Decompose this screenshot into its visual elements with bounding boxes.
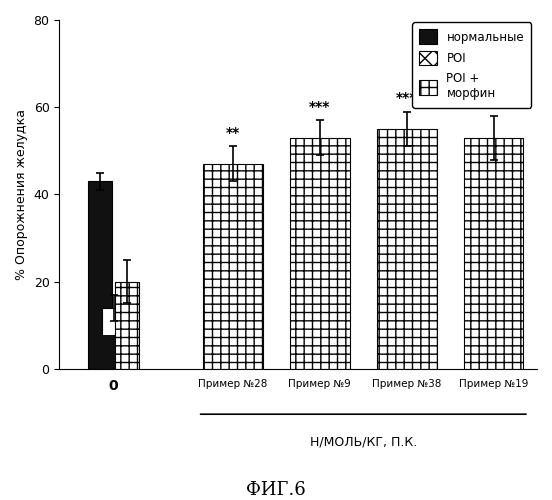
Text: ***: *** xyxy=(483,96,505,110)
Text: Н/МОЛЬ/КГ, П.К.: Н/МОЛЬ/КГ, П.К. xyxy=(310,435,417,448)
Bar xyxy=(290,138,350,369)
Bar xyxy=(203,164,263,369)
Legend: нормальные, POI, POI +
морфин: нормальные, POI, POI + морфин xyxy=(412,22,531,107)
Text: ***: *** xyxy=(396,91,417,105)
Bar xyxy=(102,336,125,369)
Y-axis label: % Опорожнения желудка: % Опорожнения желудка xyxy=(15,109,28,280)
Bar xyxy=(115,282,139,369)
Bar xyxy=(102,308,125,369)
Bar xyxy=(464,138,523,369)
Bar xyxy=(377,129,437,369)
Text: ***: *** xyxy=(309,100,331,114)
Text: ФИГ.6: ФИГ.6 xyxy=(246,481,306,499)
Bar xyxy=(88,182,113,369)
Text: **: ** xyxy=(226,126,240,140)
